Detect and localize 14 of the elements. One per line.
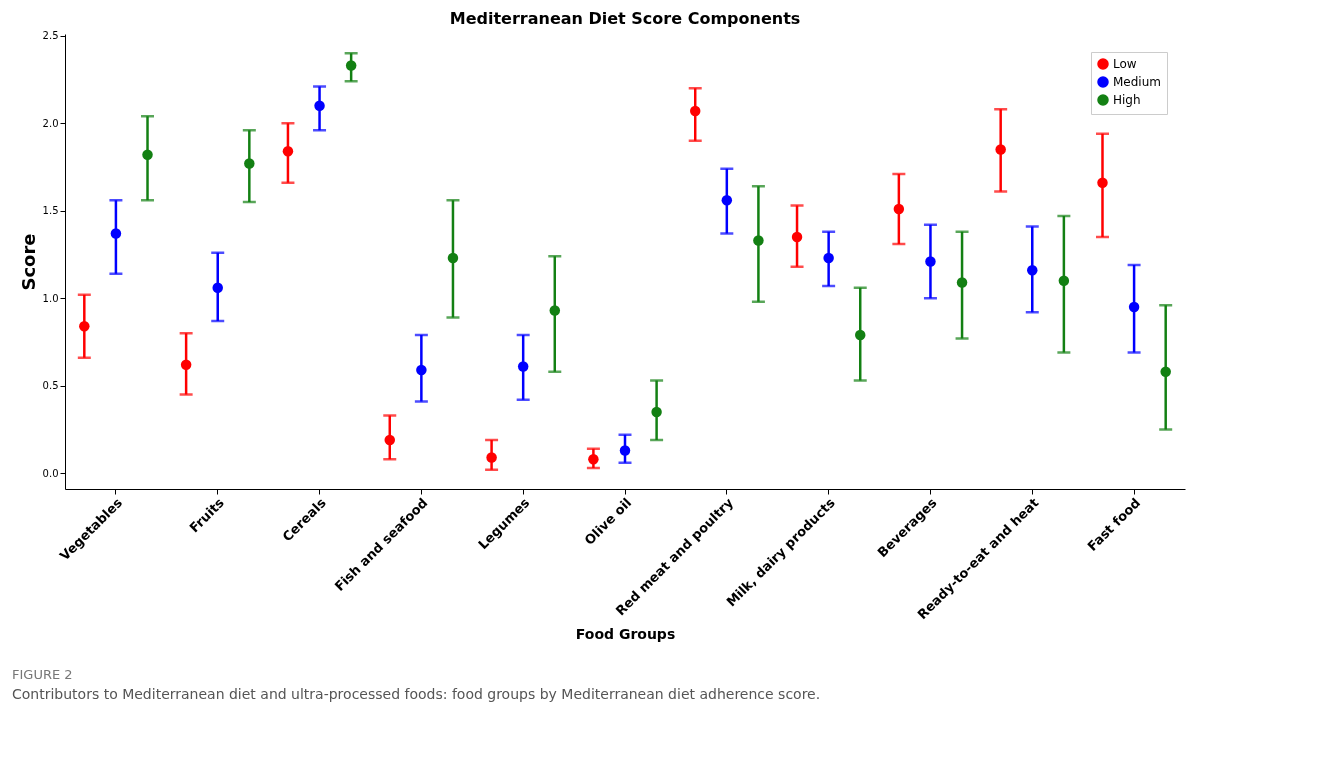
y-tick-label: 2.0 xyxy=(42,117,59,129)
legend-label: Low xyxy=(1113,57,1137,71)
y-tick-label: 1.5 xyxy=(42,205,59,217)
text: Contributors to Mediterranean diet and ultra-processed foods: food groups by Mediterranean diet adherence score. xyxy=(12,686,822,702)
chart-title: Mediterranean Diet Score Components xyxy=(449,8,801,28)
y-tick-label: 0.0 xyxy=(42,467,59,479)
legend-label: Medium xyxy=(1113,75,1161,89)
y-axis-title: Score xyxy=(17,233,39,291)
y-tick-label: 0.5 xyxy=(42,380,59,392)
legend-label: High xyxy=(1113,93,1141,107)
y-tick-label: 1.0 xyxy=(42,292,59,304)
y-tick-label: 2.5 xyxy=(42,30,59,42)
x-axis-title: Food Groups xyxy=(575,626,676,643)
caption: FIGURE 2 xyxy=(12,667,74,682)
